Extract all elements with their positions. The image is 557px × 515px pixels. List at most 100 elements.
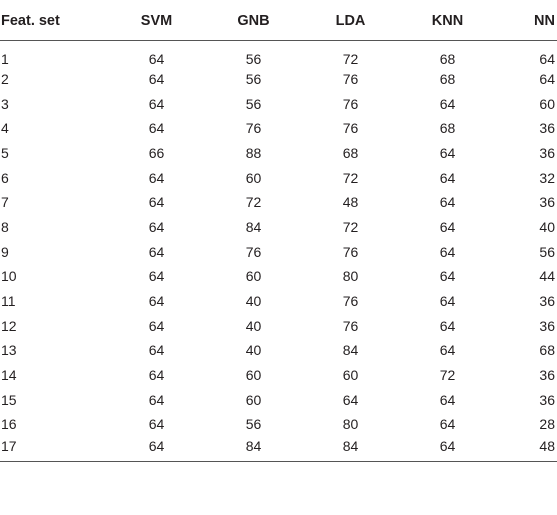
cell-knn: 68 [439,70,456,87]
cell-svm: 64 [148,243,165,260]
cell-svm: 64 [148,95,165,112]
cell-lda: 72 [342,169,359,186]
header-lda: LDA [302,2,399,41]
cell-feat-set: 11 [1,293,16,310]
cell-nn: 32 [539,169,555,186]
cell-feat-set: 2 [1,70,9,87]
cell-gnb: 56 [245,95,262,112]
cell-knn: 64 [439,293,456,310]
cell-feat-set: 4 [1,120,9,137]
cell-feat-set: 3 [1,95,9,112]
cell-knn: 64 [439,144,456,161]
cell-feat-set: 15 [1,391,17,408]
header-knn: KNN [399,2,496,41]
cell-lda: 84 [302,436,399,462]
cell-knn: 68 [439,120,456,137]
cell-knn: 64 [399,436,496,462]
cell-feat-set: 10 [1,268,17,285]
header-feat-set: Feat. set [0,2,108,41]
table-row: 15 64 60 64 64 36 [0,387,557,412]
cell-lda: 48 [342,194,359,211]
table-row: 11 64 40 76 64 36 [0,289,557,314]
cell-nn: 40 [539,218,555,235]
cell-feat-set: 7 [1,194,9,211]
cell-lda: 76 [342,70,359,87]
cell-nn: 36 [539,120,555,137]
cell-gnb: 60 [245,391,262,408]
cell-nn: 28 [539,416,555,433]
cell-feat-set: 6 [1,169,9,186]
cell-knn: 72 [439,367,456,384]
cell-knn: 68 [439,50,456,67]
cell-gnb: 40 [245,317,262,334]
table-row: 6 64 60 72 64 32 [0,165,557,190]
table-header: Feat. set SVM GNB LDA KNN NN [0,2,557,41]
table-row: 8 64 84 72 64 40 [0,215,557,240]
cell-gnb: 76 [245,243,262,260]
cell-lda: 80 [342,416,359,433]
cell-gnb: 60 [245,367,262,384]
cell-lda: 72 [342,218,359,235]
table-row: 7 64 72 48 64 36 [0,190,557,215]
cell-lda: 76 [342,317,359,334]
cell-knn: 64 [439,416,456,433]
cell-lda: 60 [342,367,359,384]
table-row: 12 64 40 76 64 36 [0,313,557,338]
cell-gnb: 40 [245,293,262,310]
table-row: 9 64 76 76 64 56 [0,239,557,264]
cell-lda: 76 [342,243,359,260]
cell-nn: 36 [539,194,555,211]
header-nn: NN [496,2,557,41]
cell-knn: 64 [439,342,456,359]
results-table: Feat. set SVM GNB LDA KNN NN 1 64 56 72 68 64… [0,2,557,462]
table-body: 1 64 56 72 68 64 2 64 56 76 68 64 3 64 56 76 64 60 4 64 76 76… [0,40,557,462]
cell-gnb: 40 [245,342,262,359]
cell-lda: 76 [342,95,359,112]
cell-svm: 64 [148,317,165,334]
cell-gnb: 60 [245,268,262,285]
cell-gnb: 84 [205,436,302,462]
cell-feat-set: 8 [1,218,9,235]
cell-feat-set: 16 [1,416,17,433]
cell-nn: 36 [539,391,555,408]
cell-svm: 64 [148,120,165,137]
cell-feat-set: 17 [0,436,108,462]
table-row: 3 64 56 76 64 60 [0,91,557,116]
table-row: 5 66 88 68 64 36 [0,141,557,166]
cell-svm: 64 [108,436,205,462]
cell-svm: 64 [148,268,165,285]
cell-svm: 64 [148,70,165,87]
cell-lda: 76 [342,293,359,310]
cell-nn: 48 [496,436,557,462]
cell-feat-set: 5 [1,144,9,161]
cell-lda: 64 [342,391,359,408]
cell-lda: 68 [342,144,359,161]
cell-lda: 80 [342,268,359,285]
header-svm: SVM [108,2,205,41]
cell-feat-set: 12 [1,317,17,334]
cell-svm: 66 [148,144,165,161]
cell-gnb: 88 [245,144,262,161]
cell-svm: 64 [148,367,165,384]
table-row: 2 64 56 76 68 64 [0,67,557,92]
cell-nn: 36 [539,144,555,161]
cell-gnb: 56 [245,416,262,433]
cell-lda: 84 [342,342,359,359]
cell-nn: 36 [539,367,555,384]
cell-svm: 64 [148,416,165,433]
cell-gnb: 60 [245,169,262,186]
cell-knn: 64 [439,391,456,408]
cell-nn: 64 [539,50,555,67]
cell-svm: 64 [148,218,165,235]
cell-feat-set: 1 [1,50,9,67]
cell-feat-set: 9 [1,243,9,260]
cell-svm: 64 [148,50,165,67]
cell-gnb: 76 [245,120,262,137]
cell-gnb: 56 [245,50,262,67]
cell-feat-set: 14 [1,367,17,384]
cell-svm: 64 [148,391,165,408]
cell-knn: 64 [439,317,456,334]
table-row: 10 64 60 80 64 44 [0,264,557,289]
cell-nn: 64 [539,70,555,87]
